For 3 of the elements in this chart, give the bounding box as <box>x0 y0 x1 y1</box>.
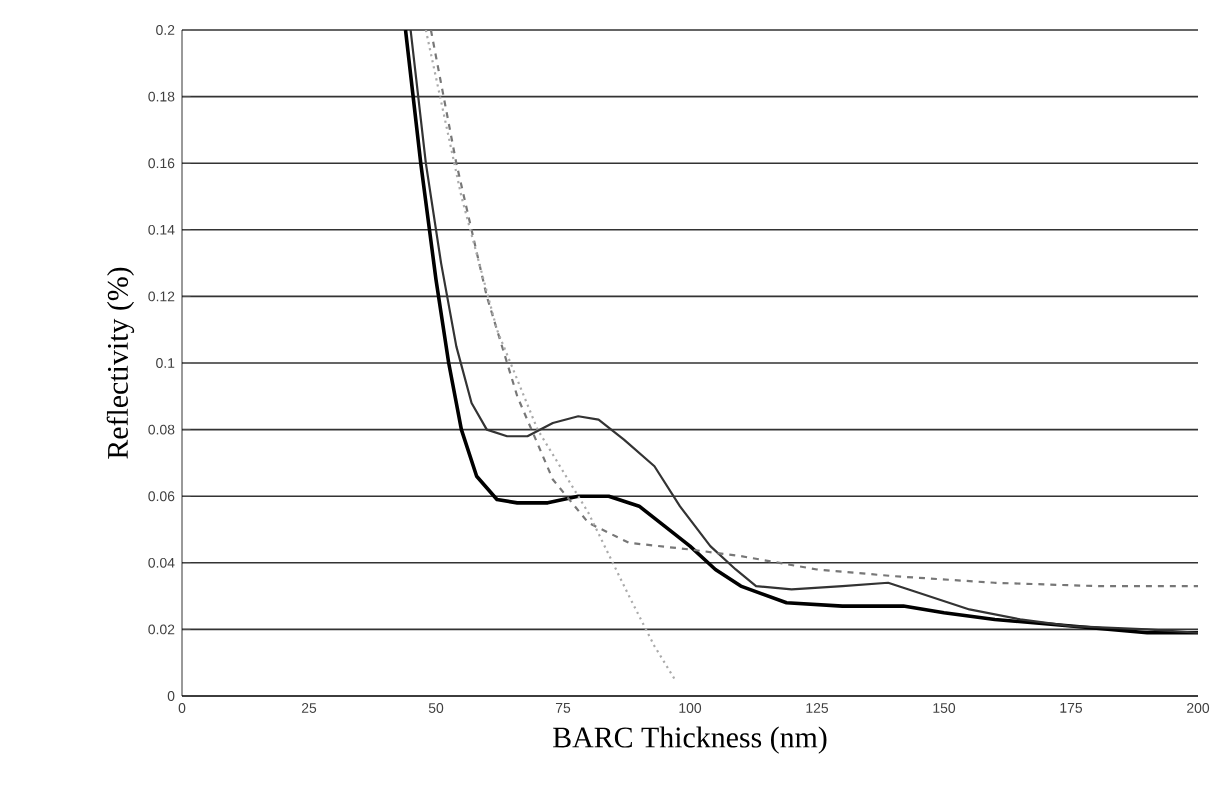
y-axis-title: Reflectivity (%) <box>106 267 135 459</box>
line-series <box>424 30 676 681</box>
x-axis-title: BARC Thickness (nm) <box>553 726 827 754</box>
